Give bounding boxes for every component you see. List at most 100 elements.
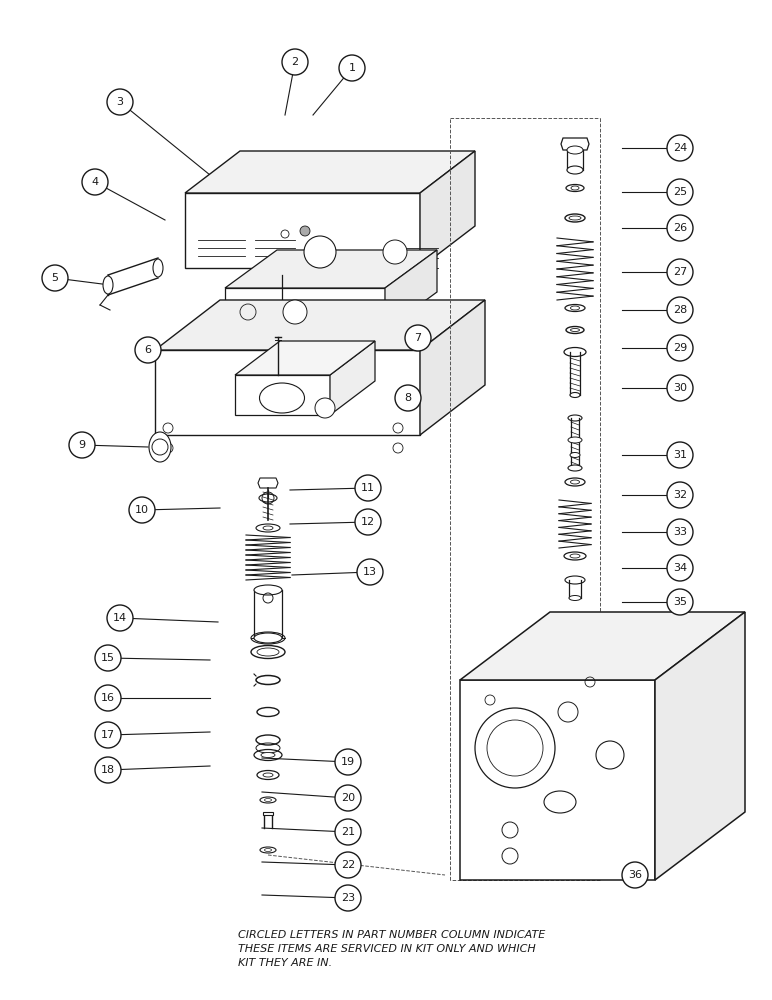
Polygon shape [460,680,655,880]
Ellipse shape [567,146,583,154]
Polygon shape [235,375,330,415]
Text: 30: 30 [673,383,687,393]
Circle shape [355,475,381,501]
Ellipse shape [149,432,171,462]
Ellipse shape [103,276,113,294]
Text: 19: 19 [341,757,355,767]
Circle shape [667,135,693,161]
Polygon shape [225,250,437,288]
Text: 21: 21 [341,827,355,837]
Ellipse shape [261,752,275,758]
Text: 17: 17 [101,730,115,740]
Polygon shape [155,300,485,350]
Circle shape [335,852,361,878]
Ellipse shape [570,452,580,458]
Ellipse shape [568,465,582,471]
Circle shape [335,819,361,845]
Circle shape [596,741,624,769]
Circle shape [667,335,693,361]
Polygon shape [185,193,420,268]
Text: 8: 8 [405,393,411,403]
Polygon shape [235,341,375,375]
Polygon shape [155,350,420,435]
Circle shape [383,240,407,264]
Text: 35: 35 [673,597,687,607]
Circle shape [335,749,361,775]
Text: 24: 24 [673,143,687,153]
Ellipse shape [568,437,582,443]
Text: 11: 11 [361,483,375,493]
Ellipse shape [570,554,580,558]
Circle shape [667,375,693,401]
Ellipse shape [265,798,272,802]
Circle shape [395,385,421,411]
Circle shape [339,55,365,81]
Text: 16: 16 [101,693,115,703]
Polygon shape [460,612,745,680]
Circle shape [667,442,693,468]
Text: 14: 14 [113,613,127,623]
Ellipse shape [263,526,273,530]
Text: 18: 18 [101,765,115,775]
Text: 32: 32 [673,490,687,500]
Circle shape [107,89,133,115]
Polygon shape [225,288,385,330]
Circle shape [667,259,693,285]
Ellipse shape [259,383,304,413]
Circle shape [667,589,693,615]
Ellipse shape [544,791,576,813]
Polygon shape [655,612,745,880]
Text: CIRCLED LETTERS IN PART NUMBER COLUMN INDICATE: CIRCLED LETTERS IN PART NUMBER COLUMN IN… [238,930,545,940]
Circle shape [304,236,336,268]
Circle shape [335,785,361,811]
Text: 15: 15 [101,653,115,663]
Text: 2: 2 [292,57,299,67]
Circle shape [355,509,381,535]
Ellipse shape [571,328,580,332]
Ellipse shape [265,848,272,852]
Text: 23: 23 [341,893,355,903]
Circle shape [315,398,335,418]
Ellipse shape [263,773,273,777]
Text: 36: 36 [628,870,642,880]
Text: 26: 26 [673,223,687,233]
Polygon shape [185,151,475,193]
Polygon shape [561,138,589,150]
Ellipse shape [570,392,580,397]
Circle shape [69,432,95,458]
Circle shape [667,215,693,241]
Text: KIT THEY ARE IN.: KIT THEY ARE IN. [238,958,332,968]
Circle shape [95,685,121,711]
Circle shape [129,497,155,523]
Ellipse shape [571,306,580,310]
Circle shape [622,862,648,888]
Circle shape [283,300,307,324]
Circle shape [667,482,693,508]
Circle shape [667,555,693,581]
Ellipse shape [567,166,583,174]
Circle shape [667,519,693,545]
Text: 13: 13 [363,567,377,577]
Polygon shape [330,341,375,415]
Text: 31: 31 [673,450,687,460]
Text: 1: 1 [348,63,355,73]
Circle shape [95,722,121,748]
Polygon shape [258,478,278,488]
Circle shape [335,885,361,911]
Circle shape [42,265,68,291]
Circle shape [82,169,108,195]
Ellipse shape [569,216,581,220]
Text: 22: 22 [341,860,355,870]
Ellipse shape [254,585,282,595]
Polygon shape [420,300,485,435]
Ellipse shape [571,480,580,484]
Polygon shape [263,812,273,815]
Circle shape [282,49,308,75]
Circle shape [107,605,133,631]
Text: 9: 9 [79,440,86,450]
Text: 28: 28 [673,305,687,315]
Text: 10: 10 [135,505,149,515]
Text: 29: 29 [673,343,687,353]
Circle shape [558,702,578,722]
Polygon shape [385,250,437,330]
